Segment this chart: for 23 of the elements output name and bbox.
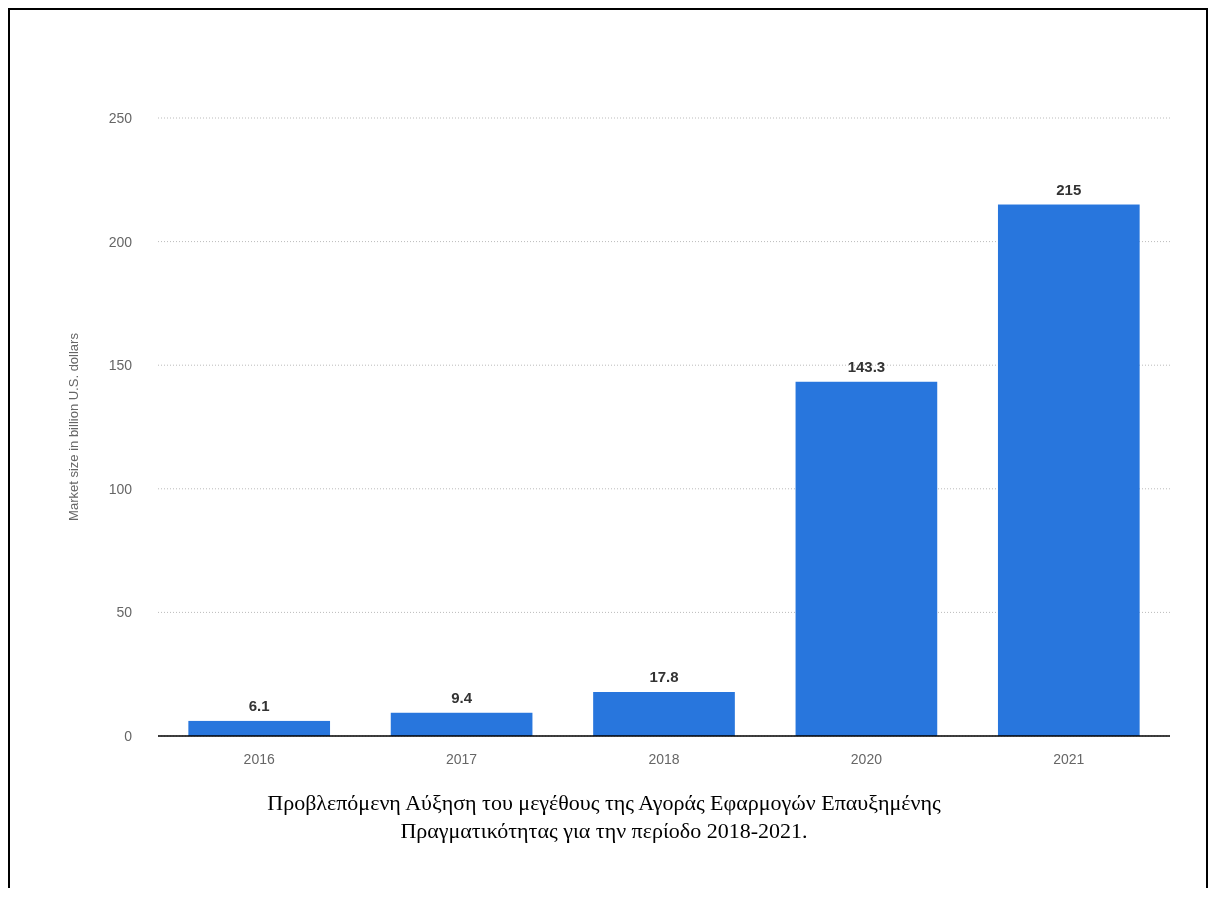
bar [188,720,331,736]
data-label: 143.3 [847,357,886,375]
x-tick-label: 2017 [446,751,478,767]
y-axis-title: Market size in billion U.S. dollars [66,332,81,521]
y-tick-label: 250 [108,109,133,126]
x-tick-label: 2021 [1053,751,1085,767]
bar [795,381,938,736]
y-tick-label: 0 [124,727,133,744]
bar [997,204,1140,736]
data-label: 6.1 [248,696,270,714]
x-tick-label: 2020 [850,751,883,767]
y-tick-label: 100 [108,480,133,497]
y-tick-label: 50 [116,604,133,621]
text: Προβλεπόμενη Αύξηση του μεγέθους της Αγοράς Εφαρμογών Επαυξημένης Πραγματικότητας για την περίοδο 2018-2021. [267,790,941,843]
bar [390,712,533,736]
y-tick-label: 150 [108,357,133,374]
x-tick-label: 2018 [648,751,680,767]
data-label: 215 [1056,180,1082,198]
data-label: 9.4 [451,688,473,706]
data-label: 17.8 [649,668,679,685]
bar [593,692,735,736]
x-tick-label: 2016 [243,751,275,767]
y-tick-label: 200 [108,233,133,250]
